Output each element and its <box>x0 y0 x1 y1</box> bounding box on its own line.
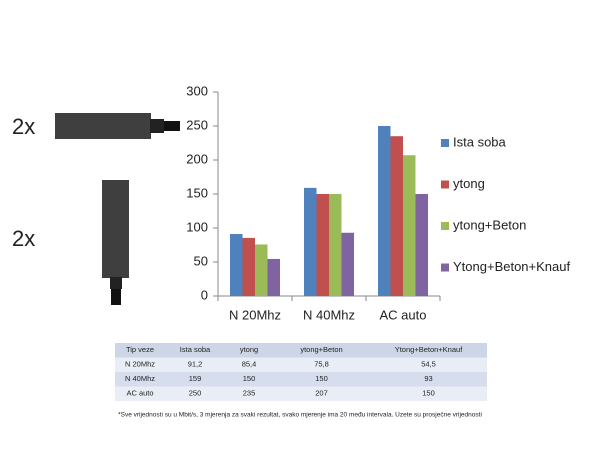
legend-swatch <box>441 222 449 230</box>
table-header-bg <box>115 343 487 358</box>
table-header: Ista soba <box>180 345 211 354</box>
table-cell: 150 <box>315 374 328 383</box>
bar <box>390 136 403 296</box>
table-cell: AC auto <box>126 389 153 398</box>
legend-swatch <box>441 180 449 189</box>
table-cell: 54,5 <box>421 360 436 369</box>
table-cell: 207 <box>315 389 328 398</box>
footnote: *Sve vrijednosti su u Mbit/s, 3 mjerenja… <box>118 412 482 419</box>
count-label: 2x <box>12 226 35 251</box>
table-cell: 150 <box>243 374 256 383</box>
antenna-vertical <box>102 180 129 305</box>
table-cell: 91,2 <box>188 360 203 369</box>
antenna-body <box>55 113 151 139</box>
bar <box>329 194 342 296</box>
bar <box>415 194 428 296</box>
antenna-plug <box>164 121 180 131</box>
x-tick-label: N 40Mhz <box>303 307 355 322</box>
x-tick-label: AC auto <box>380 307 427 322</box>
bar <box>341 232 354 296</box>
table-cell: 93 <box>424 374 432 383</box>
bar <box>316 194 329 296</box>
legend-swatch <box>441 139 449 147</box>
bar <box>230 233 243 296</box>
table-row-bg <box>115 357 487 372</box>
table-cell: 85,4 <box>242 360 257 369</box>
y-tick-label: 250 <box>186 117 208 132</box>
bar <box>304 187 317 296</box>
table-header: Tip veze <box>126 345 154 354</box>
y-tick-label: 0 <box>201 287 208 302</box>
antenna-plug <box>111 289 121 305</box>
y-tick-label: 50 <box>194 253 208 268</box>
bar <box>403 155 416 296</box>
table-row-bg <box>115 386 487 401</box>
antenna-connector <box>110 277 122 289</box>
legend-swatch <box>441 263 449 272</box>
legend-label: Ytong+Beton+Knauf <box>453 259 570 274</box>
table-header: ytong <box>240 345 258 354</box>
count-label: 2x <box>12 114 35 139</box>
antenna-horizontal <box>55 113 180 139</box>
table-cell: 235 <box>243 389 256 398</box>
table-cell: N 20Mhz <box>125 360 155 369</box>
bar <box>378 126 391 296</box>
table-cell: N 40Mhz <box>125 374 155 383</box>
antenna-body <box>102 180 129 278</box>
y-tick-label: 100 <box>186 219 208 234</box>
legend-label: ytong+Beton <box>453 217 526 232</box>
y-tick-label: 150 <box>186 185 208 200</box>
antenna-connector <box>150 119 164 133</box>
table-row-bg <box>115 372 487 387</box>
y-tick-label: 200 <box>186 151 208 166</box>
table-cell: 159 <box>189 374 202 383</box>
y-tick-label: 300 <box>186 83 208 98</box>
table-cell: 250 <box>189 389 202 398</box>
table-cell: 75,8 <box>314 360 329 369</box>
x-tick-label: N 20Mhz <box>229 307 281 322</box>
bar <box>255 244 268 296</box>
table-header: Ytong+Beton+Knauf <box>395 345 463 354</box>
bar <box>242 237 255 296</box>
table-header: ytong+Beton <box>300 345 342 354</box>
legend-label: Ista soba <box>453 134 507 149</box>
bar <box>267 258 280 296</box>
table-cell: 150 <box>422 389 435 398</box>
legend-label: ytong <box>453 176 485 191</box>
